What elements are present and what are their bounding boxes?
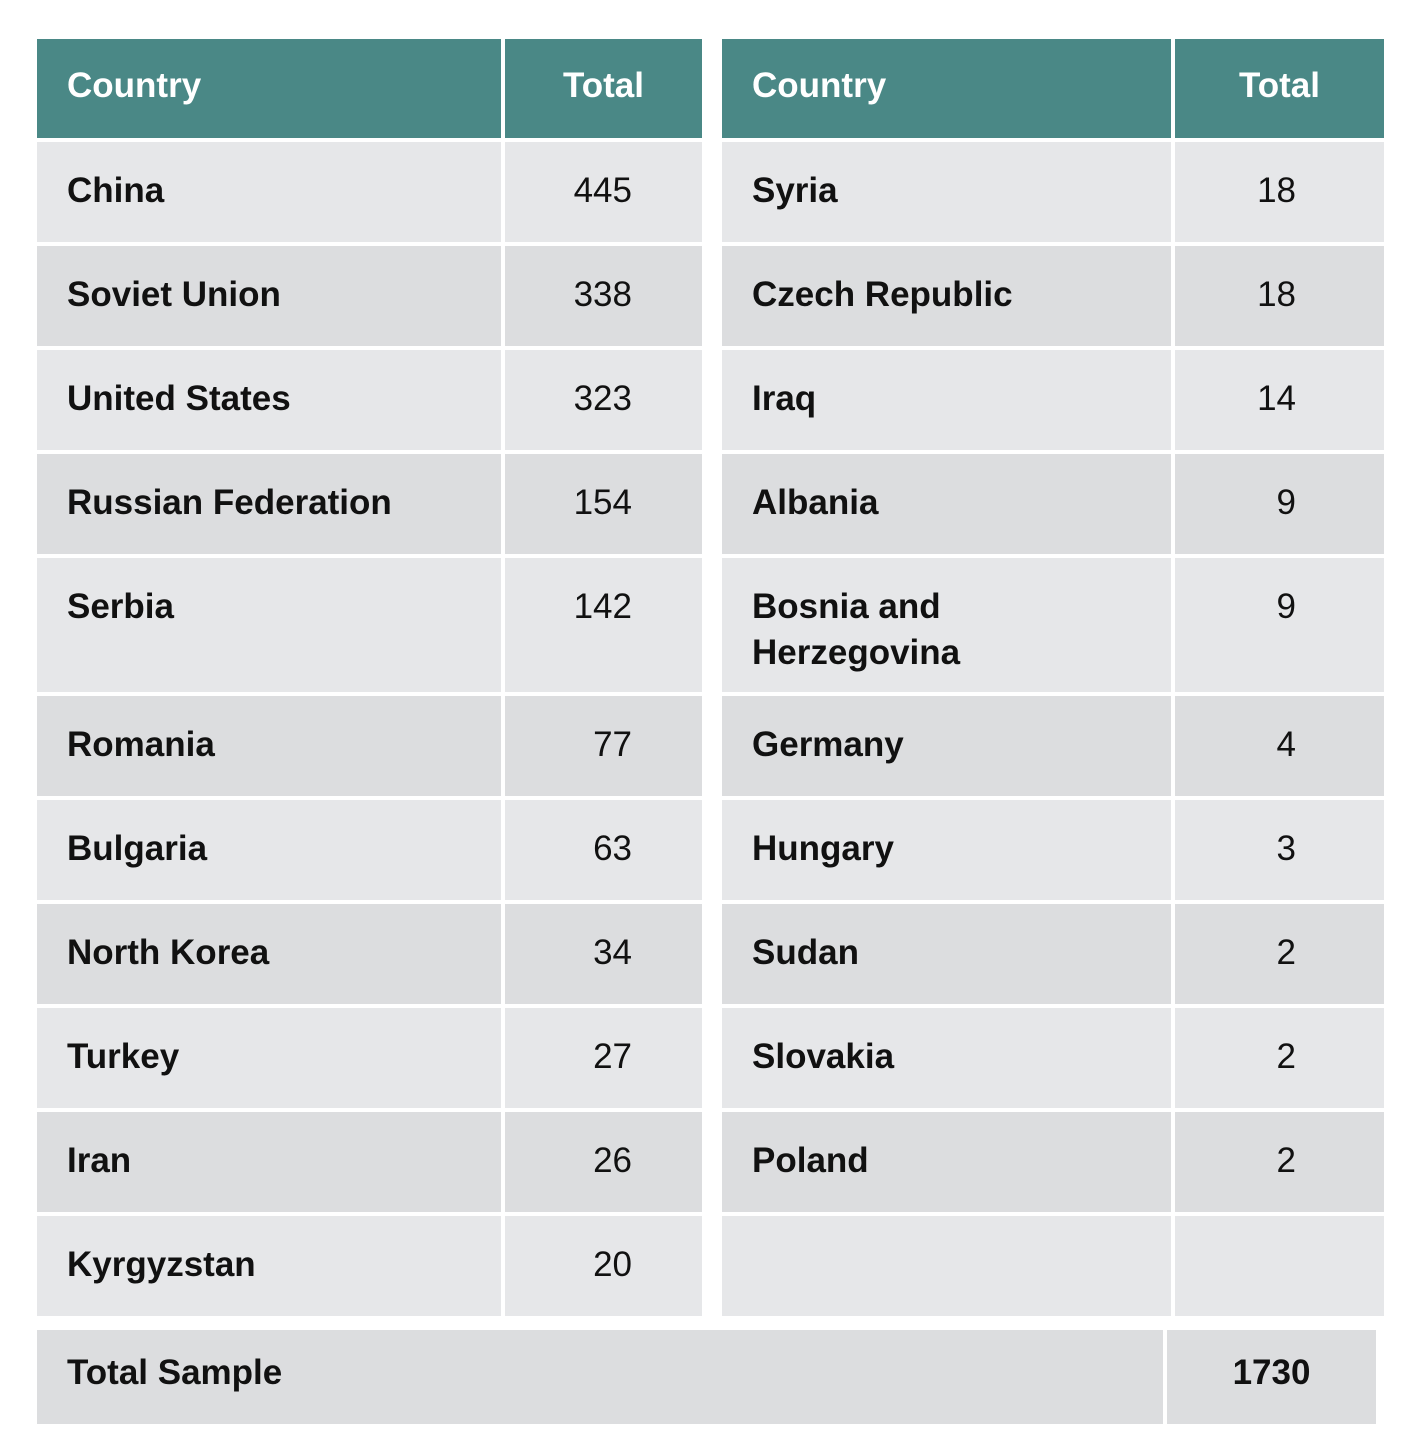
total-value-left: 34 — [505, 904, 702, 1004]
total-value-left: 323 — [505, 350, 702, 450]
total-value-left: 445 — [505, 142, 702, 242]
total-value-right: 18 — [1175, 246, 1384, 346]
total-value-left: 154 — [505, 454, 702, 554]
total-value-left: 27 — [505, 1008, 702, 1108]
country-name-left: United States — [37, 350, 501, 450]
total-sample-row: Total Sample 1730 — [37, 1330, 1376, 1424]
country-name-left: Soviet Union — [37, 246, 501, 346]
column-gap — [706, 454, 718, 558]
column-gap — [706, 1008, 718, 1112]
header-country-left: Country — [37, 39, 501, 138]
column-gap — [706, 696, 718, 800]
total-value-left: 26 — [505, 1112, 702, 1212]
country-name-left: Russian Federation — [37, 454, 501, 554]
country-name-left: Serbia — [37, 558, 501, 692]
total-value-right: 3 — [1175, 800, 1384, 900]
column-gap — [706, 558, 718, 696]
country-name-right — [722, 1216, 1171, 1316]
column-gap — [706, 1112, 718, 1216]
total-value-right: 18 — [1175, 142, 1384, 242]
column-gap — [706, 246, 718, 350]
total-value-left: 20 — [505, 1216, 702, 1316]
column-gap — [706, 350, 718, 454]
country-name-left: China — [37, 142, 501, 242]
column-gap — [706, 1216, 718, 1320]
total-value-left: 142 — [505, 558, 702, 692]
total-value-right: 9 — [1175, 454, 1384, 554]
total-value-right: 9 — [1175, 558, 1384, 692]
country-name-right: Iraq — [722, 350, 1171, 450]
header-total-left: Total — [505, 39, 702, 138]
country-name-right: Bosnia and Herzegovina — [722, 558, 1171, 692]
country-name-right: Hungary — [722, 800, 1171, 900]
column-gap — [706, 904, 718, 1008]
header-country-right: Country — [722, 39, 1171, 138]
country-name-right: Poland — [722, 1112, 1171, 1212]
country-name-left: North Korea — [37, 904, 501, 1004]
total-value-left: 338 — [505, 246, 702, 346]
total-sample-label: Total Sample — [37, 1330, 1163, 1424]
column-gap — [706, 39, 718, 142]
country-name-left: Romania — [37, 696, 501, 796]
column-gap — [706, 800, 718, 904]
total-value-right: 2 — [1175, 904, 1384, 1004]
country-name-right: Albania — [722, 454, 1171, 554]
total-value-left: 63 — [505, 800, 702, 900]
table-grid: Country Total Country Total China 445 Syri… — [37, 39, 1384, 1320]
total-value-right — [1175, 1216, 1384, 1316]
total-value-left: 77 — [505, 696, 702, 796]
total-value-right: 14 — [1175, 350, 1384, 450]
column-gap — [706, 142, 718, 246]
country-name-left: Kyrgyzstan — [37, 1216, 501, 1316]
country-name-right: Czech Republic — [722, 246, 1171, 346]
country-name-left: Turkey — [37, 1008, 501, 1108]
header-total-right: Total — [1175, 39, 1384, 138]
country-name-left: Bulgaria — [37, 800, 501, 900]
country-name-right: Slovakia — [722, 1008, 1171, 1108]
country-name-right: Syria — [722, 142, 1171, 242]
total-value-right: 4 — [1175, 696, 1384, 796]
country-name-left: Iran — [37, 1112, 501, 1212]
country-name-right: Sudan — [722, 904, 1171, 1004]
total-sample-value: 1730 — [1167, 1330, 1376, 1424]
country-totals-table: Country Total Country Total China 445 Syri… — [37, 39, 1384, 1424]
total-value-right: 2 — [1175, 1008, 1384, 1108]
country-name-right: Germany — [722, 696, 1171, 796]
total-value-right: 2 — [1175, 1112, 1384, 1212]
